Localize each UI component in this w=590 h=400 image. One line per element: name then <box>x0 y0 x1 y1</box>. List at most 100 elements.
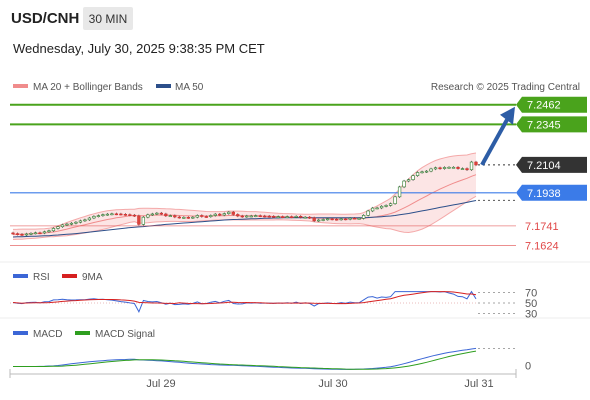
candle <box>204 216 208 218</box>
candle <box>114 213 119 216</box>
candle <box>384 205 388 207</box>
candle <box>182 217 186 219</box>
price-tag-box <box>516 116 587 133</box>
candle <box>87 217 92 221</box>
candle <box>11 232 15 235</box>
candle <box>231 211 235 215</box>
candle <box>195 215 199 218</box>
price-legend: MA 20 + Bollinger Bands MA 50 Research ©… <box>13 82 580 93</box>
candle <box>132 214 137 217</box>
candle <box>150 213 154 216</box>
candle <box>357 218 361 220</box>
x-tick-label: Jul 31 <box>464 378 493 390</box>
candle <box>222 213 226 216</box>
candle <box>200 215 204 217</box>
price-tag-box <box>516 96 587 113</box>
candle <box>285 216 289 218</box>
candle <box>51 228 56 232</box>
candle <box>186 217 190 219</box>
candle <box>299 216 303 218</box>
price-tag-label: 7.1938 <box>527 188 561 200</box>
candle <box>361 215 366 219</box>
candle <box>451 166 456 169</box>
candle <box>29 232 33 235</box>
candle <box>249 215 253 218</box>
candle <box>321 219 325 221</box>
rsi-9ma-line <box>12 291 477 305</box>
candle <box>379 205 384 209</box>
candle <box>469 161 474 171</box>
rsi-line <box>12 290 477 313</box>
rsi-tick-label: 30 <box>525 308 537 320</box>
candle <box>438 167 442 170</box>
candle <box>474 161 478 166</box>
forecast-arrow-head <box>500 106 515 125</box>
macd-signal-legend-label: MACD Signal <box>95 329 155 340</box>
candle <box>393 196 397 205</box>
ma50-line <box>12 200 477 238</box>
candle <box>213 213 217 216</box>
copyright-label: Research © 2025 Trading Central <box>431 82 580 93</box>
timeframe-button[interactable]: 30 MIN <box>83 7 133 30</box>
candle <box>263 215 267 218</box>
candle <box>366 210 370 216</box>
macd-line <box>13 347 477 370</box>
candle <box>465 168 469 171</box>
rsi-legend: RSI 9MA <box>13 272 103 283</box>
candle <box>137 215 141 225</box>
candle <box>254 215 258 217</box>
candle <box>164 213 168 217</box>
candle <box>177 216 181 219</box>
candle <box>38 232 42 235</box>
candle <box>105 213 110 216</box>
rsi-legend-label: RSI <box>33 272 50 283</box>
rsi9ma-legend-swatch <box>62 274 77 278</box>
candle <box>159 212 163 215</box>
macd-legend-label: MACD <box>33 329 62 340</box>
candle <box>330 218 334 221</box>
candle <box>15 233 20 235</box>
candle <box>78 220 83 223</box>
macd-legend-swatch <box>13 331 28 335</box>
macd-plot: 0 <box>13 347 531 372</box>
candle <box>123 214 128 216</box>
candle <box>308 216 312 219</box>
candle <box>119 213 123 216</box>
candle <box>141 216 146 225</box>
ma50-legend-label: MA 50 <box>175 82 204 93</box>
candle <box>24 233 29 236</box>
candle <box>245 215 249 218</box>
candle <box>74 221 78 224</box>
candle <box>272 216 276 218</box>
candle <box>42 231 47 234</box>
candle <box>402 180 406 188</box>
candle <box>33 232 38 235</box>
candle <box>375 207 379 210</box>
candle <box>415 172 420 176</box>
x-tick-label: Jul 30 <box>318 378 347 390</box>
candle <box>406 179 411 182</box>
candle <box>348 217 352 220</box>
candle <box>433 167 438 170</box>
rsi-legend-swatch <box>13 274 28 278</box>
candle <box>92 216 96 219</box>
ma20-legend-label: MA 20 + Bollinger Bands <box>33 82 143 93</box>
support-price-label: 7.1741 <box>525 221 559 233</box>
candle <box>411 175 415 180</box>
candle <box>429 168 433 172</box>
candle <box>326 218 330 221</box>
candle <box>173 215 177 218</box>
symbol-label: USD/CNH <box>11 10 80 27</box>
candle <box>442 167 447 169</box>
candle <box>155 212 159 215</box>
ma50-legend-swatch <box>156 84 171 88</box>
candle <box>191 216 195 219</box>
candle <box>110 213 114 216</box>
candle <box>397 186 402 198</box>
price-tag-label: 7.2345 <box>527 119 561 131</box>
candle <box>47 230 51 233</box>
candle <box>460 168 465 170</box>
candle <box>388 203 393 206</box>
candle <box>69 222 74 225</box>
